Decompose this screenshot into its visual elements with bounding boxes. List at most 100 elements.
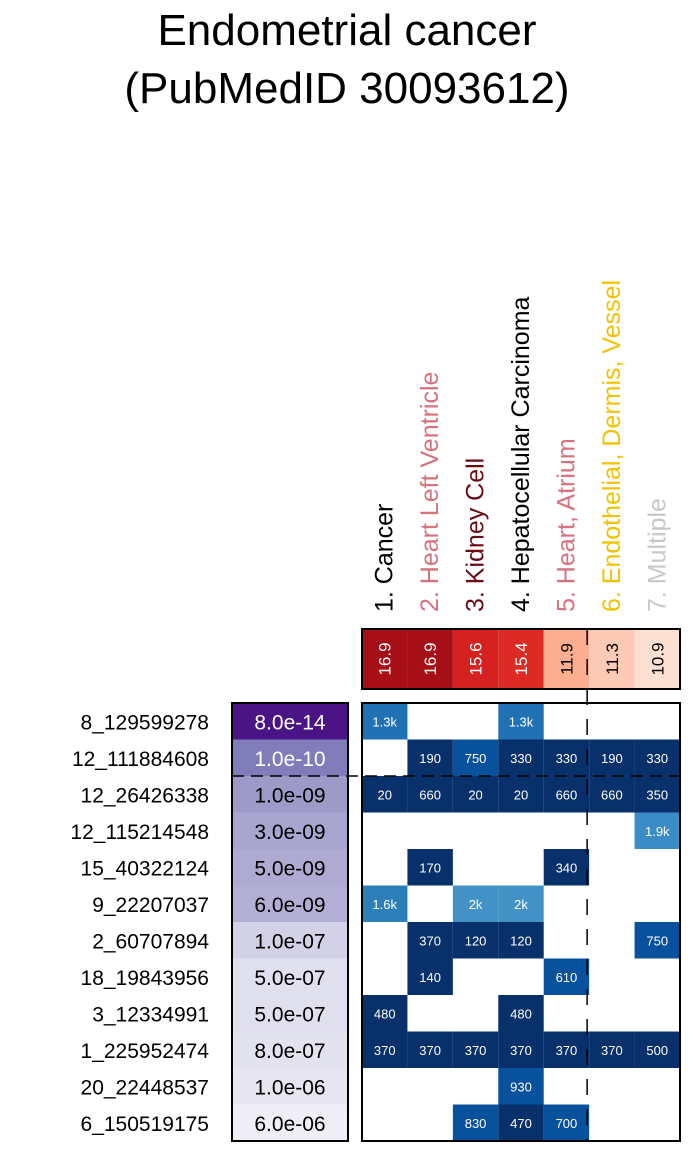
heatmap-cell-value: 350 xyxy=(646,787,668,802)
snp-label: 12_115214548 xyxy=(70,821,209,844)
heatmap-cell xyxy=(452,776,499,813)
score-cell-5 xyxy=(543,629,590,689)
heatmap-cell-value: 190 xyxy=(601,751,623,766)
snp-label: 12_111884608 xyxy=(72,748,209,771)
heatmap-cell xyxy=(543,958,590,995)
heatmap-cell xyxy=(498,995,544,1032)
heatmap-cell xyxy=(452,885,499,922)
heatmap-cell xyxy=(498,1104,544,1141)
pvalue-label: 6.0e-06 xyxy=(254,1113,325,1136)
heatmap-cell xyxy=(543,1104,590,1141)
score-value-4: 15.4 xyxy=(512,642,531,675)
pvalue-cell xyxy=(232,885,348,922)
heatmap-cell xyxy=(362,776,408,813)
column-label-6: 6. Endothelial, Dermis, Vessel xyxy=(598,280,626,612)
heatmap-cell-value: 700 xyxy=(556,1116,578,1131)
pvalue-cell xyxy=(232,922,348,959)
pvalue-cell xyxy=(232,703,348,740)
snp-label: 15_40322124 xyxy=(81,857,210,880)
heatmap-cell-value: 370 xyxy=(419,1043,441,1058)
heatmap-cell xyxy=(634,739,680,776)
pvalue-label: 5.0e-07 xyxy=(254,1003,325,1026)
score-cell-1 xyxy=(362,629,408,689)
heatmap-cell-value: 610 xyxy=(556,970,578,985)
pvalue-cell xyxy=(232,995,348,1032)
heatmap-cell xyxy=(634,922,680,959)
heatmap-cell xyxy=(498,922,544,959)
heatmap-cell xyxy=(362,885,408,922)
heatmap-cell-value: 930 xyxy=(510,1079,532,1094)
heatmap-cell-value: 330 xyxy=(556,751,578,766)
heatmap-cell xyxy=(634,1031,680,1068)
heatmap-cell xyxy=(634,776,680,813)
snp-labels: 8_129599278 12_111884608 12_26426338 12_115… xyxy=(70,711,209,1136)
heatmap-cell-value: 470 xyxy=(510,1116,532,1131)
heatmap-cell-value: 750 xyxy=(465,751,487,766)
heatmap-cell-value: 370 xyxy=(374,1043,396,1058)
heatmap-cell-value: 370 xyxy=(465,1043,487,1058)
heatmap-cell-value: 660 xyxy=(601,787,623,802)
snp-label: 20_22448537 xyxy=(81,1076,209,1099)
heatmap-cell-value: 330 xyxy=(510,751,532,766)
heatmap-cell-value: 1.3k xyxy=(509,714,534,729)
heatmap-cell xyxy=(634,812,680,849)
heatmap-cell xyxy=(452,1031,499,1068)
heatmap-cell-value: 500 xyxy=(646,1043,668,1058)
heatmap-cell-value: 1.9k xyxy=(645,824,670,839)
pvalue-label: 8.0e-07 xyxy=(254,1040,325,1063)
heatmap-cell xyxy=(452,1104,499,1141)
pvalue-cell xyxy=(232,958,348,995)
heatmap-grid: 1.3k 1.3k 190 750 330 330 190 330 20 660 20 20 660 66… xyxy=(232,629,681,1142)
score-value-6: 11.3 xyxy=(603,643,622,675)
heatmap-cell xyxy=(362,995,408,1032)
heatmap-cell xyxy=(498,776,544,813)
heatmap-cell xyxy=(589,1031,635,1068)
pvalue-label: 1.0e-09 xyxy=(254,784,325,807)
pvalue-label: 1.0e-07 xyxy=(254,930,325,953)
pvalue-cell xyxy=(232,812,348,849)
column-label-2: 2. Heart Left Ventricle xyxy=(416,372,444,612)
pvalue-column-border xyxy=(231,702,349,1142)
heatmap-cell xyxy=(498,1068,544,1105)
heatmap-cell xyxy=(407,958,453,995)
pvalue-label: 8.0e-14 xyxy=(254,711,326,734)
pvalue-cell xyxy=(232,776,348,813)
heatmap-cell-value: 660 xyxy=(556,787,578,802)
score-value-2: 16.9 xyxy=(421,642,440,675)
heatmap-cell-value: 370 xyxy=(601,1043,623,1058)
heatmap-cell-value: 660 xyxy=(419,787,441,802)
column-label-3: 3. Kidney Cell xyxy=(462,458,490,612)
snp-label: 6_150519175 xyxy=(81,1113,209,1136)
heatmap-cell xyxy=(543,849,590,886)
chart-title-line2: (PubMedID 30093612) xyxy=(124,64,569,113)
heatmap-cell xyxy=(407,739,453,776)
heatmap-cell-value: 20 xyxy=(377,787,391,802)
pvalue-cell xyxy=(232,1031,348,1068)
heatmap-cell xyxy=(543,739,590,776)
heatmap-cell xyxy=(498,703,544,740)
heatmap-cell xyxy=(407,1031,453,1068)
heatmap-cell-value: 20 xyxy=(468,787,482,802)
heatmap-cell-value: 20 xyxy=(514,787,528,802)
score-value-7: 10.9 xyxy=(648,642,667,675)
heatmap-cell xyxy=(452,922,499,959)
score-value-1: 16.9 xyxy=(376,642,395,675)
heatmap-cell xyxy=(498,739,544,776)
heatmap-cell xyxy=(543,776,590,813)
score-cell-3 xyxy=(452,629,499,689)
heatmap-cell-value: 340 xyxy=(556,860,578,875)
heatmap-border xyxy=(361,702,681,1142)
score-cell-7 xyxy=(634,629,680,689)
heatmap-cell xyxy=(498,885,544,922)
pvalue-cell xyxy=(232,739,348,776)
pvalue-label: 5.0e-09 xyxy=(254,857,325,880)
heatmap-cell-value: 480 xyxy=(510,1006,532,1021)
heatmap-cell xyxy=(589,739,635,776)
heatmap-cell-value: 120 xyxy=(510,933,532,948)
snp-label: 8_129599278 xyxy=(81,711,209,734)
heatmap-cell-value: 830 xyxy=(465,1116,487,1131)
heatmap-cell-value: 1.3k xyxy=(372,714,397,729)
pvalue-cell xyxy=(232,849,348,886)
pvalue-column: 8.0e-14 1.0e-10 1.0e-09 3.0e-09 5.0e-09 6.0e-… xyxy=(231,702,349,1142)
score-value-3: 15.6 xyxy=(467,642,486,675)
